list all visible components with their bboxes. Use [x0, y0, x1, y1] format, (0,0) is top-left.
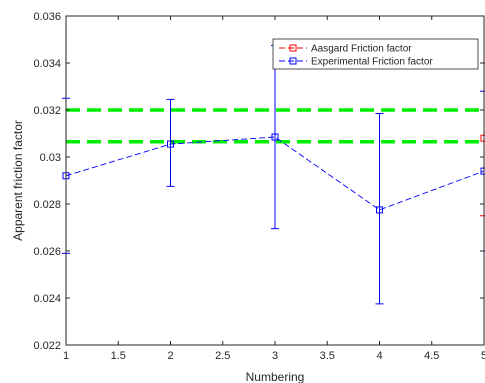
- reference-lines: [66, 108, 484, 144]
- y-axis-label: Apparent friction factor: [11, 120, 25, 241]
- legend-label: Experimental Friction factor: [311, 57, 433, 68]
- y-tick-label: 0.026: [33, 246, 61, 258]
- data-point: [271, 133, 279, 141]
- x-tick-label: 1: [63, 350, 69, 362]
- y-tick-label: 0.024: [33, 293, 61, 305]
- legend: Aasgard Friction factor Experimental Fric…: [272, 38, 479, 70]
- y-tick-label: 0.028: [33, 199, 61, 211]
- series-line: [65, 136, 485, 211]
- x-tick-label: 1.5: [111, 350, 126, 362]
- x-tick-label: 3.5: [320, 350, 335, 362]
- x-tick-label: 2: [167, 350, 173, 362]
- y-tick-label: 0.036: [33, 11, 61, 23]
- data-point: [376, 206, 383, 214]
- y-tick-label: 0.032: [33, 105, 61, 117]
- x-tick-label: 4.5: [424, 350, 439, 362]
- legend-label: Aasgard Friction factor: [311, 44, 412, 55]
- data-point: [167, 140, 174, 148]
- x-tick-label: 2.5: [215, 350, 230, 362]
- legend-swatch-marker: [289, 57, 297, 65]
- y-tick-label: 0.034: [33, 58, 61, 70]
- legend-box: [272, 38, 479, 70]
- y-tick-label: 0.022: [33, 340, 61, 352]
- x-tick-label: 5: [481, 350, 485, 362]
- y-tick-label: 0.03: [40, 152, 61, 164]
- y-axis: 0.022 0.024 0.026 0.028 0.03 0.032 0.034 0.036: [33, 11, 484, 352]
- x-axis-label: Numbering: [246, 370, 305, 383]
- x-tick-label: 3: [272, 350, 278, 362]
- legend-swatch-marker: [289, 44, 297, 52]
- x-axis: 1 1.5 2 2.5 3 3.5 4 4.5 5: [63, 16, 485, 362]
- x-tick-label: 4: [376, 350, 382, 362]
